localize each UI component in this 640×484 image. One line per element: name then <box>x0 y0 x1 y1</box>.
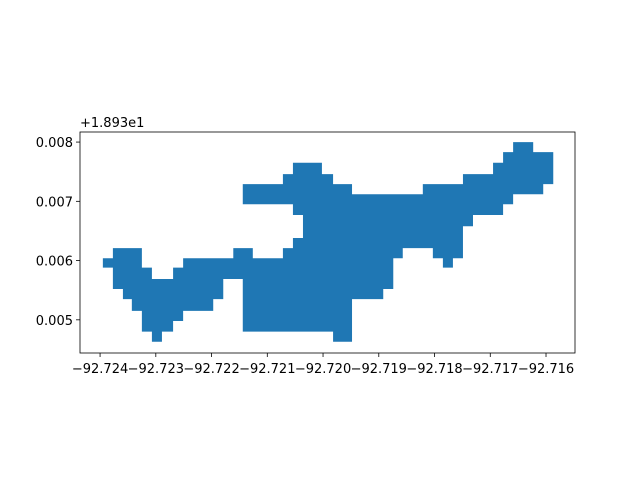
y-tick-label: 0.007 <box>36 195 73 210</box>
y-tick-label: 0.008 <box>36 136 73 151</box>
x-tick-label: −92.719 <box>351 362 407 377</box>
x-tick-label: −92.717 <box>462 362 518 377</box>
x-tick-label: −92.721 <box>239 362 295 377</box>
x-tick-label: −92.724 <box>72 362 128 377</box>
x-tick-label: −92.716 <box>518 362 574 377</box>
plot-frame <box>79 131 576 354</box>
y-tick-label: 0.005 <box>36 314 73 329</box>
x-tick-label: −92.722 <box>183 362 239 377</box>
x-tick-label: −92.723 <box>128 362 184 377</box>
x-tick-label: −92.720 <box>295 362 351 377</box>
y-offset-label: +1.893e1 <box>80 116 144 131</box>
x-tick-label: −92.718 <box>406 362 462 377</box>
y-tick-label: 0.006 <box>36 255 73 270</box>
polygon <box>102 142 554 342</box>
